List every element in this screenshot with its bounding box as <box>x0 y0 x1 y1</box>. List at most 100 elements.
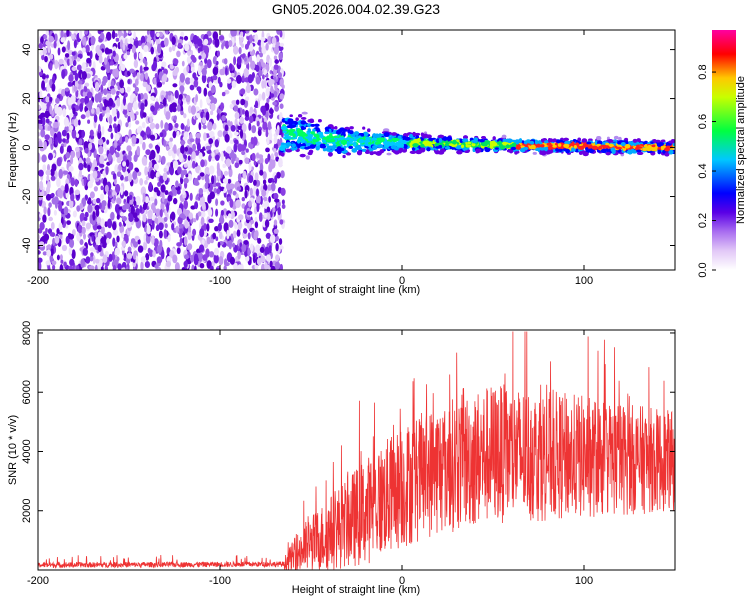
spectrogram-noise-cell <box>262 196 268 201</box>
spectrogram-noise-cell <box>49 105 53 115</box>
spectrogram-signal-cell <box>307 151 313 156</box>
spectrogram-noise-cell <box>261 80 265 89</box>
spectrogram-noise-cell <box>91 234 95 242</box>
spectrogram-noise-cell <box>124 136 129 143</box>
spectrogram-noise-cell <box>85 157 91 164</box>
spectrogram-signal-cell <box>434 142 440 148</box>
spectrogram-noise-cell <box>195 195 199 201</box>
spectrogram-signal-cell <box>342 154 346 159</box>
spectrogram-noise-cell <box>278 238 283 245</box>
spectrogram-noise-cell <box>71 129 77 139</box>
spectrogram-noise-cell <box>48 35 54 43</box>
spectrogram-noise-cell <box>144 196 149 204</box>
spectrogram-noise-cell <box>79 239 84 245</box>
spectrogram-noise-cell <box>178 222 183 229</box>
spectrogram-noise-cell <box>67 81 73 87</box>
spectrogram-noise-cell <box>76 264 80 270</box>
spectrogram-noise-cell <box>204 182 209 190</box>
spectrogram-noise-cell <box>181 60 185 67</box>
spectrogram-noise-cell <box>247 247 251 257</box>
spectrogram-noise-cell <box>136 126 142 135</box>
spectrogram-signal-cell <box>413 138 420 143</box>
spectrogram-noise-cell <box>277 72 282 79</box>
spectrogram-noise-cell <box>259 162 264 173</box>
spectrogram-noise-cell <box>237 250 241 260</box>
spectrogram-noise-cell <box>273 45 280 55</box>
spectrogram-signal-cell <box>391 132 398 136</box>
spectrogram-signal-cell <box>285 148 293 153</box>
spectrogram-signal-cell <box>446 136 453 142</box>
spectrogram-noise-cell <box>216 188 221 195</box>
spectrogram-noise-cell <box>279 112 283 122</box>
spectrogram-noise-cell <box>274 175 278 184</box>
spectrogram-noise-cell <box>232 230 237 239</box>
spectrogram-signal-cell <box>636 151 644 155</box>
spectrogram-noise-cell <box>242 109 245 115</box>
spectrogram-signal-cell <box>377 137 384 141</box>
spectrogram-noise-cell <box>274 198 280 203</box>
spectrogram-noise-cell <box>222 178 229 184</box>
spectrogram-noise-cell <box>251 152 256 162</box>
spectrogram-signal-cell <box>494 147 499 150</box>
spectrogram-signal-cell <box>412 131 416 136</box>
spectrogram-noise-cell <box>48 202 52 208</box>
spectrogram-noise-cell <box>56 39 60 47</box>
spectrogram-noise-cell <box>70 177 75 187</box>
spectrogram-signal-cell <box>368 142 372 145</box>
spectrogram-noise-cell <box>83 233 86 240</box>
spectrogram-noise-cell <box>180 140 186 145</box>
spectrogram-signal-cell <box>515 139 520 145</box>
spectrogram-signal-cell <box>502 138 507 143</box>
spectrogram-noise-cell <box>187 173 193 182</box>
spectrogram-noise-cell <box>164 208 168 216</box>
spectrogram-noise-cell <box>277 201 281 208</box>
spectrogram-noise-cell <box>39 212 43 219</box>
spectrogram-noise-cell <box>216 167 221 177</box>
spectrogram-signal-cell <box>426 147 431 152</box>
spectrogram-noise-cell <box>137 239 141 245</box>
spectrogram-signal-cell <box>360 133 365 137</box>
spectrogram-signal-cell <box>529 141 535 145</box>
spectrogram-noise-cell <box>248 55 253 63</box>
spectrogram-noise-cell <box>235 99 240 105</box>
spectrogram-noise-cell <box>87 204 93 214</box>
spectrogram-noise-cell <box>229 256 235 265</box>
spectrogram-noise-cell <box>204 64 208 70</box>
spectrogram-noise-cell <box>199 172 205 177</box>
spectrogram-noise-cell <box>280 187 286 196</box>
spectrogram-noise-cell <box>211 175 215 185</box>
spectrogram-signal-cell <box>615 146 623 150</box>
spectrogram-noise-cell <box>248 175 254 184</box>
spectrogram-noise-cell <box>234 139 239 145</box>
spectrogram-noise-cell <box>80 258 85 269</box>
spectrogram-noise-cell <box>273 192 279 200</box>
spectrogram-noise-cell <box>57 47 61 56</box>
spectrogram-noise-cell <box>127 172 133 183</box>
spectrogram-signal-cell <box>386 152 392 156</box>
spectrogram-signal-cell <box>372 145 377 149</box>
spectrogram-noise-cell <box>154 101 160 110</box>
spectrogram-noise-cell <box>127 79 131 85</box>
spectrogram-noise-cell <box>114 247 121 256</box>
spectrogram-noise-cell <box>273 228 279 234</box>
spectrogram-noise-cell <box>210 238 214 244</box>
spectrogram-signal-cell <box>292 133 296 138</box>
spectrogram-noise-cell <box>187 243 193 251</box>
spectrogram-noise-cell <box>279 103 284 109</box>
spectrogram-signal-cell <box>330 145 336 150</box>
spectrogram-signal-cell <box>632 138 638 143</box>
spectrogram-signal-cell <box>435 138 440 144</box>
spectrogram-noise-cell <box>239 242 243 248</box>
spectrogram-noise-cell <box>126 253 133 259</box>
spectrogram-noise-cell <box>52 264 56 270</box>
spectrogram-noise-cell <box>81 129 85 139</box>
spectrogram-noise-cell <box>262 171 267 180</box>
spectrogram-noise-cell <box>235 157 240 163</box>
spectrogram-noise-cell <box>216 113 220 121</box>
spectrogram-noise-cell <box>266 184 272 191</box>
spectrogram-signal-cell <box>383 132 390 137</box>
spectrogram-noise-cell <box>276 171 281 179</box>
spectrogram-noise-cell <box>38 261 42 270</box>
spectrogram-noise-cell <box>129 37 134 44</box>
